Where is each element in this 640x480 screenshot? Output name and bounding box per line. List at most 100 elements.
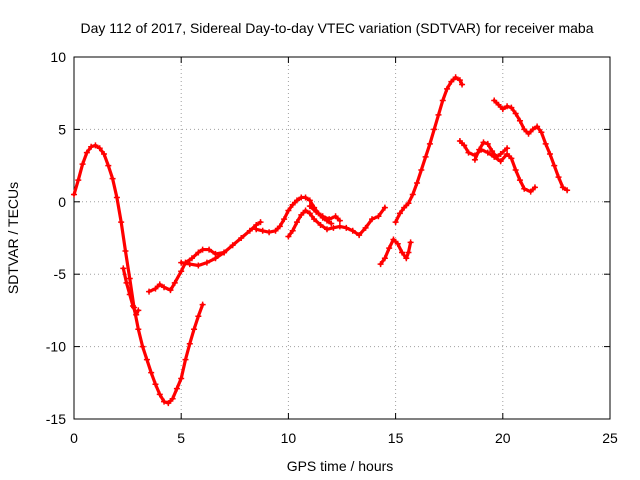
- data-point: [381, 255, 388, 262]
- y-tick-label: 5: [58, 121, 66, 137]
- data-point: [405, 200, 412, 207]
- data-point: [414, 179, 421, 186]
- data-point: [459, 81, 466, 88]
- data-point: [281, 216, 288, 223]
- y-tick-label: -10: [46, 339, 66, 355]
- data-point: [317, 221, 324, 228]
- data-point: [328, 220, 335, 227]
- data-points: [71, 74, 571, 407]
- data-series: [456, 137, 538, 195]
- data-point: [409, 191, 416, 198]
- data-point: [356, 232, 363, 239]
- data-point: [555, 174, 562, 181]
- data-point: [336, 217, 343, 224]
- data-point: [551, 162, 558, 169]
- data-point: [489, 148, 496, 155]
- data-point: [71, 191, 77, 198]
- data-point: [302, 194, 309, 201]
- data-point: [534, 123, 541, 130]
- data-point: [439, 97, 446, 104]
- data-point: [542, 140, 549, 147]
- data-point: [465, 149, 472, 156]
- data-point: [504, 151, 511, 158]
- data-point: [538, 129, 545, 136]
- data-point: [285, 233, 292, 240]
- data-point: [476, 146, 483, 153]
- axis-ticks: 0 5 10 15 20 25 -15 -10 -5 0 5 10: [46, 49, 618, 446]
- data-series: [146, 219, 264, 295]
- data-point: [118, 219, 125, 226]
- data-series: [71, 142, 206, 407]
- data-point: [444, 85, 451, 92]
- data-point: [493, 153, 500, 160]
- data-point: [293, 197, 300, 204]
- data-point: [298, 211, 305, 218]
- data-point: [401, 204, 408, 211]
- data-point: [171, 279, 178, 286]
- data-point: [499, 106, 506, 113]
- data-point: [461, 142, 468, 149]
- data-point: [156, 281, 163, 288]
- data-point: [306, 197, 313, 204]
- x-tick-label: 20: [495, 430, 511, 446]
- data-point: [229, 242, 236, 249]
- data-point: [206, 246, 213, 253]
- data-point: [289, 201, 296, 208]
- series-trace: [458, 139, 537, 194]
- data-point: [212, 255, 219, 262]
- data-point: [497, 151, 504, 158]
- data-point: [221, 249, 228, 256]
- data-point: [276, 223, 283, 230]
- data-point: [178, 259, 185, 266]
- data-series: [120, 265, 142, 318]
- data-point: [531, 184, 538, 191]
- data-point: [182, 356, 189, 363]
- data-point: [392, 219, 399, 226]
- data-point: [302, 207, 309, 214]
- data-point: [139, 343, 146, 350]
- data-point: [186, 340, 193, 347]
- data-point: [246, 227, 253, 234]
- data-point: [495, 101, 502, 108]
- data-point: [480, 139, 487, 146]
- data-point: [369, 216, 376, 223]
- y-tick-label: 10: [50, 49, 66, 65]
- y-tick-label: 0: [58, 194, 66, 210]
- data-point: [349, 227, 356, 234]
- data-point: [521, 126, 528, 133]
- data-point: [113, 194, 120, 201]
- data-point: [272, 227, 279, 234]
- data-point: [332, 213, 339, 220]
- data-point: [195, 249, 202, 256]
- data-point: [146, 288, 153, 295]
- data-point: [456, 77, 463, 84]
- data-point: [386, 245, 393, 252]
- x-tick-label: 15: [388, 430, 404, 446]
- x-tick-label: 5: [177, 430, 185, 446]
- data-point: [129, 303, 136, 310]
- data-point: [323, 226, 330, 233]
- data-point: [178, 268, 185, 275]
- data-point: [306, 210, 313, 217]
- data-point: [92, 142, 99, 149]
- data-point: [516, 177, 523, 184]
- data-point: [527, 188, 534, 195]
- data-point: [257, 219, 264, 226]
- data-point: [319, 213, 326, 220]
- data-point: [435, 111, 442, 118]
- grid: [74, 57, 610, 419]
- y-axis-label: SDTVAR / TECUs: [5, 182, 21, 294]
- data-point: [120, 265, 127, 272]
- data-point: [426, 140, 433, 147]
- data-point: [471, 156, 478, 163]
- data-point: [195, 262, 202, 269]
- data-point: [512, 110, 519, 117]
- data-point: [109, 175, 116, 182]
- x-tick-label: 10: [281, 430, 297, 446]
- data-point: [79, 161, 86, 168]
- data-point: [484, 149, 491, 156]
- data-point: [167, 287, 174, 294]
- data-point: [484, 140, 491, 147]
- data-series: [471, 139, 511, 163]
- data-point: [529, 126, 536, 133]
